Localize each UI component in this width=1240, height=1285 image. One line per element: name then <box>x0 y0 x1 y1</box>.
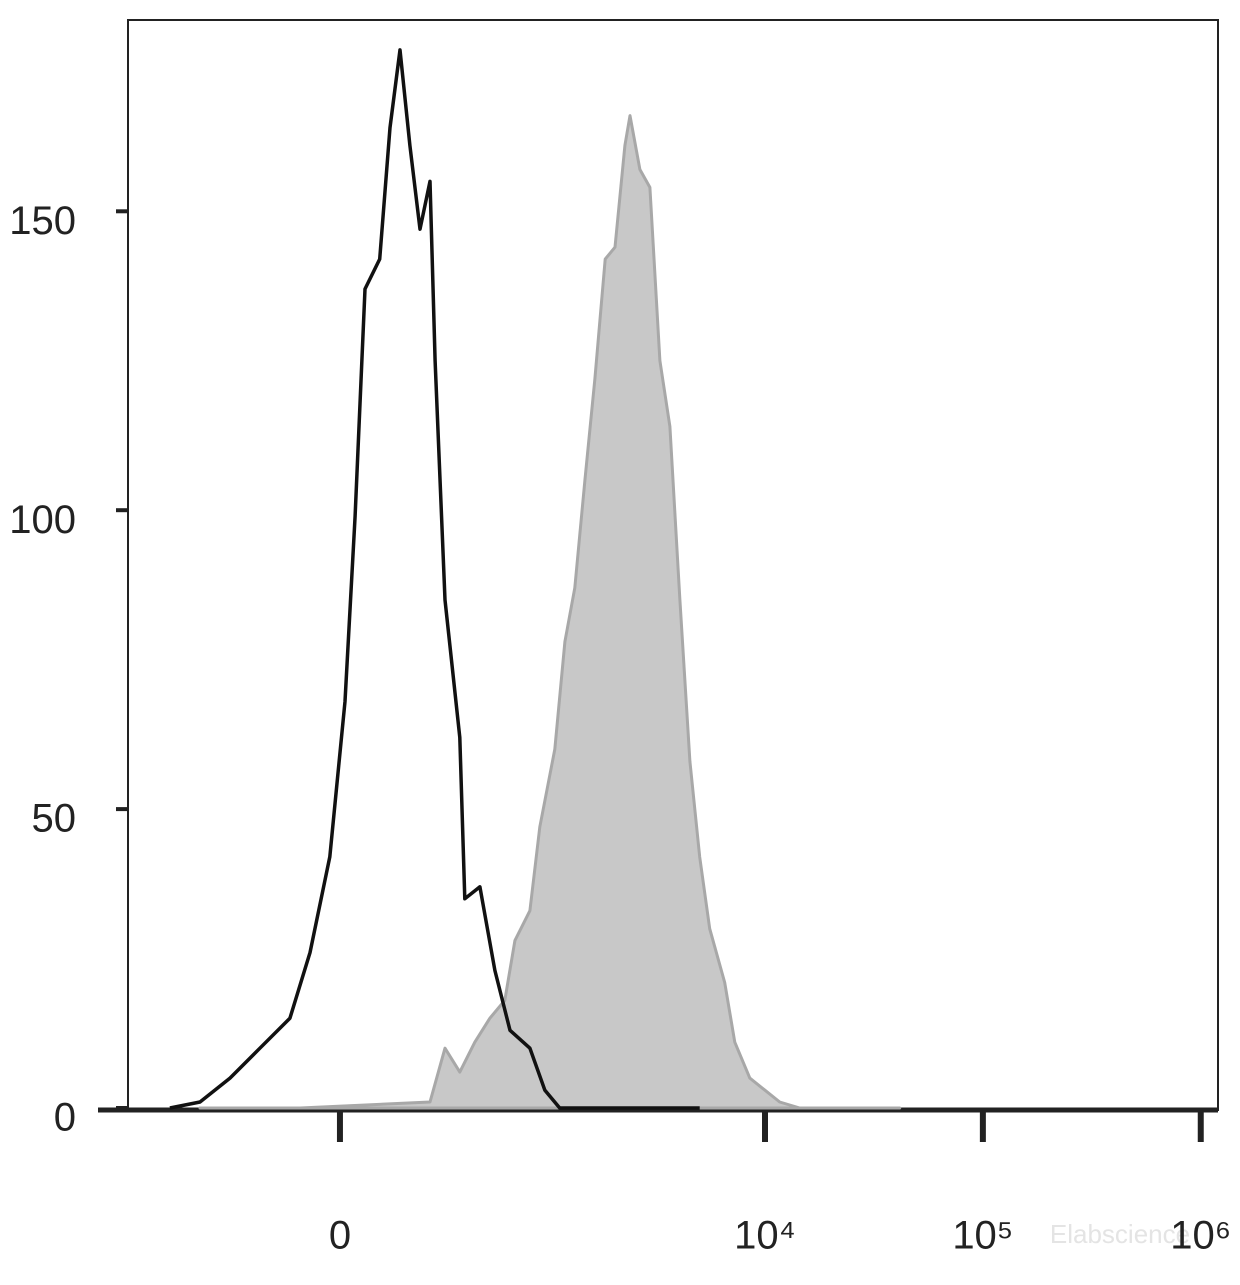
y-tick-label: 50 <box>32 797 77 841</box>
x-tick-label: 10⁵ <box>952 1214 1013 1258</box>
y-tick-label: 100 <box>9 498 76 542</box>
x-tick-label: 10⁴ <box>734 1214 796 1258</box>
x-tick-label: 0 <box>329 1214 351 1258</box>
area <box>198 114 902 1110</box>
line <box>169 48 700 1110</box>
x-tick-label: 10⁶ <box>1170 1214 1231 1258</box>
watermark: Elabscience <box>1050 1219 1190 1249</box>
y-tick-label: 150 <box>9 199 76 243</box>
y-tick-label: 0 <box>54 1096 76 1140</box>
